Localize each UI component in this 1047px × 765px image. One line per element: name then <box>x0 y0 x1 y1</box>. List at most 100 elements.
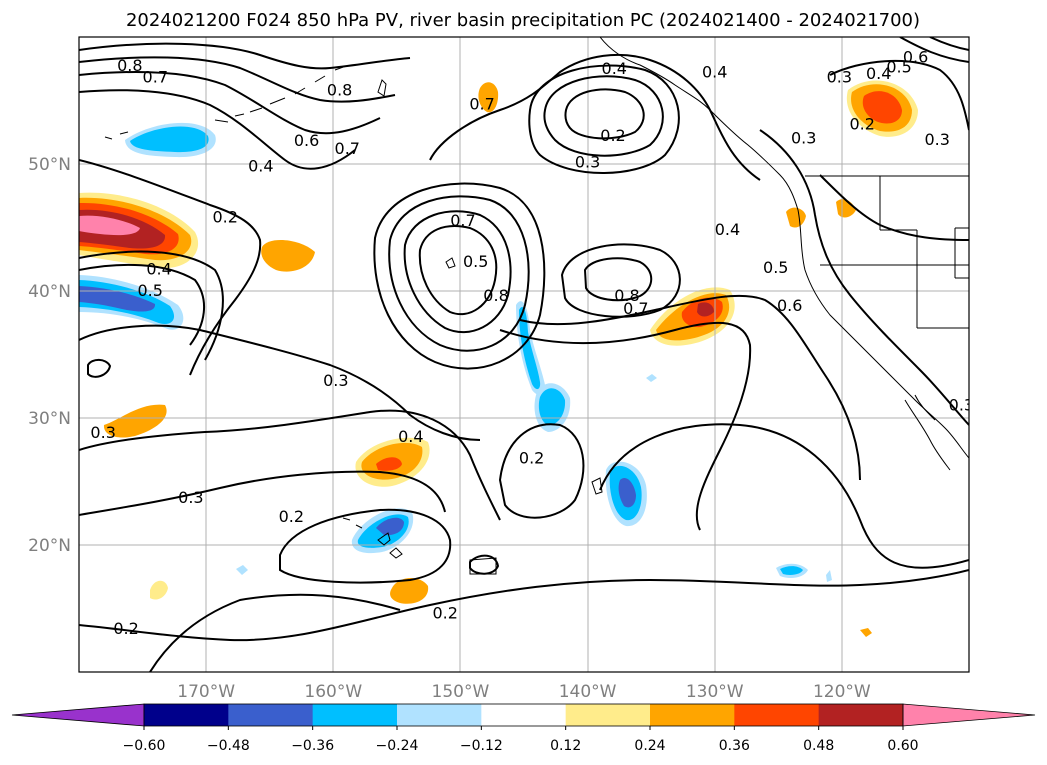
pv-contour-0.2-hawaii <box>279 508 452 584</box>
pv-contour-ridge-1 <box>418 225 498 316</box>
pv-contour-north-2 <box>79 56 396 103</box>
precip-strip-145w-2 <box>519 306 541 390</box>
pv-contour-high-1 <box>583 257 653 302</box>
precip-blob-baja-tiny <box>860 628 872 637</box>
lat-tick-label: 50°N <box>28 155 71 175</box>
colorbar-bin <box>144 704 229 726</box>
precip-blob-alaska-gulf-small <box>478 82 499 113</box>
precip-blob-tiny-135w <box>646 374 657 382</box>
pv-contour-low-1 <box>564 88 645 140</box>
contour-label: 0.8 <box>483 286 508 305</box>
pv-contour-low-2 <box>543 75 664 157</box>
pv-contour-high-2 <box>560 243 681 318</box>
state-borders <box>820 176 969 329</box>
lon-tick-label: 160°W <box>304 682 362 702</box>
pv-contour-west-0.5 <box>79 263 206 346</box>
precip-blob-dateline-42n <box>261 239 315 272</box>
baja-peninsula <box>904 394 951 471</box>
lon-tick-label: 120°W <box>813 682 871 702</box>
figure-title: 2024021200 F024 850 hPa PV, river basin … <box>126 10 920 31</box>
contour-label: 0.4 <box>398 427 423 446</box>
colorbar-tick-label: −0.36 <box>291 738 334 754</box>
colorbar-bin <box>312 704 398 726</box>
precip-blob-tiny-121w <box>826 570 832 582</box>
pv-contour-ridge-2 <box>403 210 512 334</box>
colorbar-extend-min <box>11 703 145 727</box>
pv-contour-ne-2 <box>899 37 969 63</box>
precip-blob-west-negative-3 <box>79 286 156 312</box>
map-panel: 0.80.70.80.70.6 0.70.40.20.40.20.30.40.70… <box>78 36 974 673</box>
contour-label: 0.6 <box>777 296 802 315</box>
pv-contour-east-band-2 <box>499 321 752 531</box>
contour-label: 0.8 <box>117 56 142 75</box>
contour-label: 0.5 <box>463 252 488 271</box>
colorbar-tick-label: 0.36 <box>719 738 750 754</box>
contour-label: 0.2 <box>600 126 625 145</box>
contour-label: 0.4 <box>602 59 627 78</box>
colorbar-bin <box>734 704 820 726</box>
precip-blob-west-positive-5 <box>79 215 140 236</box>
precip-blob-aleutian-negative-2 <box>130 126 209 153</box>
contour-label: 0.3 <box>575 153 600 172</box>
contour-label: 0.4 <box>866 64 891 83</box>
contour-label: 0.2 <box>849 115 874 134</box>
pv-contour-ne-3 <box>929 37 969 51</box>
contour-label: 0.2 <box>519 449 544 468</box>
contour-label: 0.6 <box>294 131 319 150</box>
contour-labels: 0.80.70.80.70.6 0.70.40.20.40.20.30.40.70… <box>90 47 974 638</box>
precip-blob-143w-32n-2 <box>538 388 566 426</box>
lon-tick-label: 150°W <box>432 682 490 702</box>
pv-contour-ne-1 <box>829 60 969 131</box>
pv-contour-0.2-center-south <box>498 423 585 519</box>
small-island-25n <box>591 477 603 495</box>
pv-contour-east-band <box>519 294 861 481</box>
colorbar-bin <box>228 704 314 726</box>
pv-contour-0.3-south <box>79 470 446 516</box>
colorbar-bin <box>565 704 651 726</box>
contour-label: 0.4 <box>715 220 740 239</box>
colorbar-tick-label: −0.24 <box>376 738 419 754</box>
precip-blob-hawaii-negative-3 <box>376 517 404 536</box>
colorbar-bin <box>818 704 904 726</box>
colorbar-tick-label: 0.48 <box>803 738 834 754</box>
contour-label: 0.4 <box>702 63 727 82</box>
precip-blob-hawaii-south <box>390 577 429 604</box>
colorbar: −0.60 −0.48 −0.36 −0.24 −0.12 0.12 0.24 0.36 0.4… <box>11 703 1036 754</box>
pv-contour-0.3-mid <box>79 324 481 441</box>
precip-blob-hawaii-north-3 <box>376 457 402 471</box>
colorbar-tick-label: −0.60 <box>123 738 166 754</box>
colorbar-tick-label: 0.24 <box>634 738 665 754</box>
contour-label: 0.5 <box>886 57 911 76</box>
pv-contour-north-4 <box>79 89 356 170</box>
lon-tick-label: 170°W <box>177 682 235 702</box>
contour-label: 0.3 <box>949 395 974 414</box>
colorbar-tick-label: −0.48 <box>207 738 250 754</box>
pv-contours <box>79 37 969 672</box>
precip-blob-coast-46n <box>786 207 806 228</box>
pv-contour-low-3 <box>528 64 680 174</box>
colorbar-bin <box>650 704 735 726</box>
pv-contour-0.4-mid <box>79 409 501 521</box>
contour-label: 0.4 <box>146 259 171 278</box>
pv-contour-0.2-bottom <box>149 593 401 672</box>
colorbar-bin <box>397 704 482 726</box>
precip-blob-northeast-3 <box>862 91 902 124</box>
precip-blob-124w-18n-2 <box>780 566 803 575</box>
pv-contour-small-loop <box>87 358 112 378</box>
precip-blob-30n-west <box>103 404 167 438</box>
pv-contour-0.2-west <box>79 159 262 376</box>
pv-contour-small-loop-2 <box>469 554 500 575</box>
contour-label: 0.5 <box>763 258 788 277</box>
contour-label: 0.2 <box>279 507 304 526</box>
longitude-labels: 170°W 160°W 150°W 140°W 130°W 120°W <box>177 682 871 702</box>
colorbar-tick-label: −0.12 <box>460 738 503 754</box>
pv-contour-north-3 <box>79 71 381 135</box>
pv-contour-coastal-2 <box>819 174 969 241</box>
graticule <box>79 37 969 672</box>
precip-blob-130w-38n-4 <box>697 302 714 317</box>
colorbar-frame <box>143 703 904 727</box>
precip-blob-tiny-170w <box>236 565 248 575</box>
pv-contour-coastal-1 <box>759 129 969 426</box>
contour-label: 0.7 <box>143 68 168 87</box>
